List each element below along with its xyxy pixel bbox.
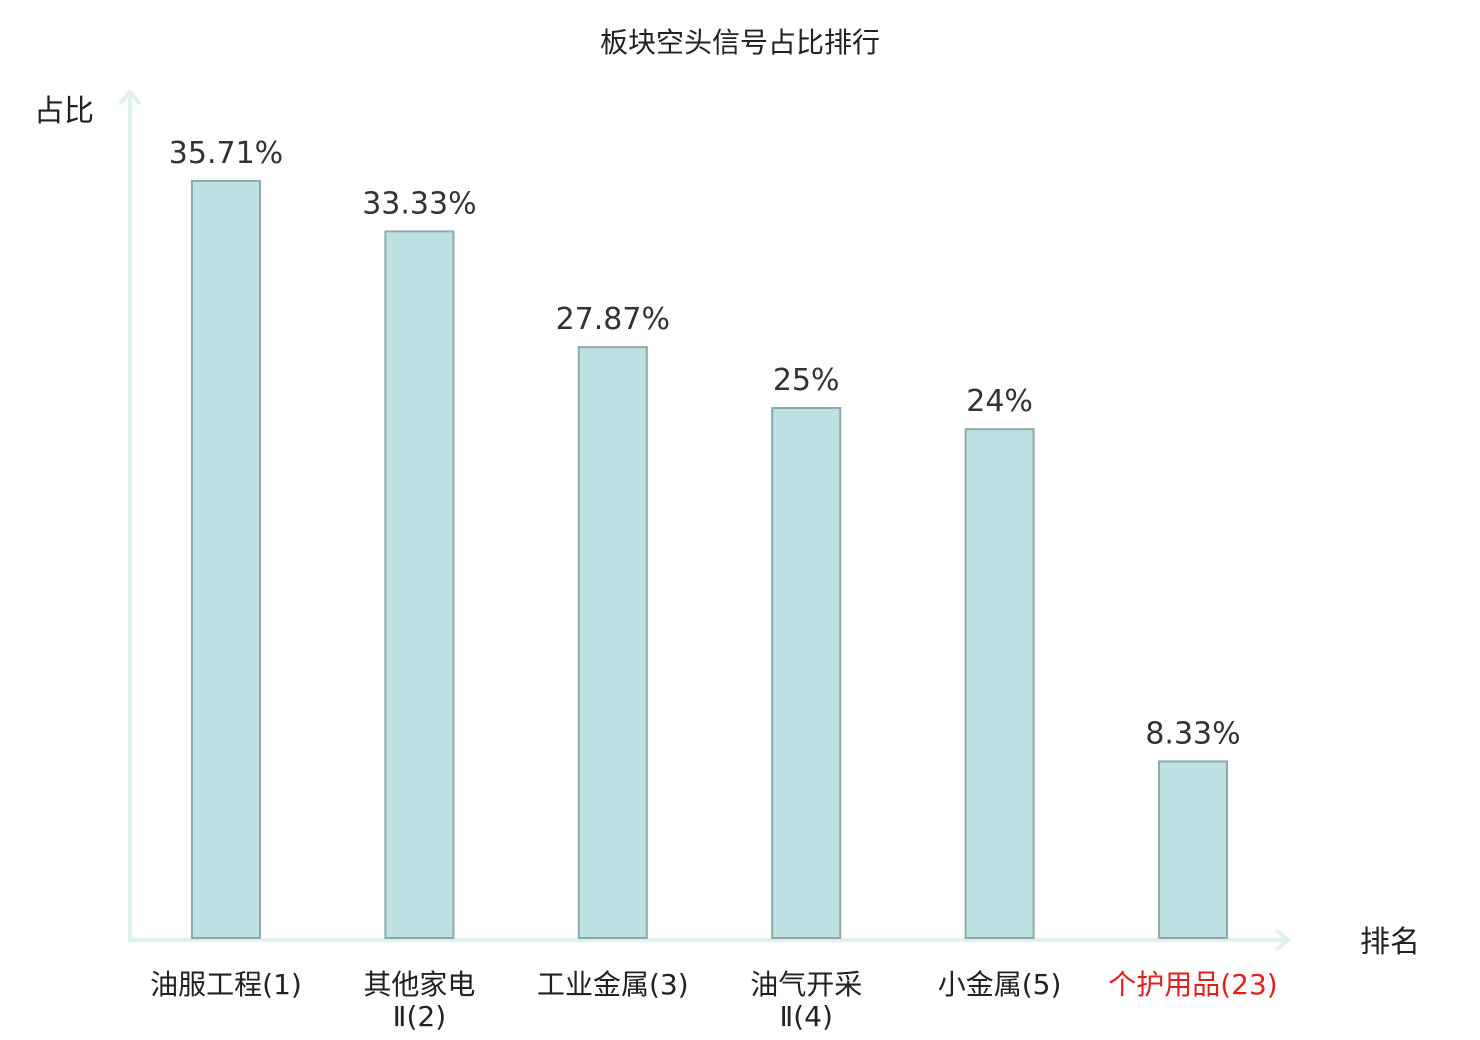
y-axis-arrow bbox=[118, 88, 142, 106]
category-label-2: 其他家电 Ⅱ(2) bbox=[363, 968, 475, 1033]
bar-4 bbox=[771, 407, 842, 939]
value-label-3: 27.87% bbox=[556, 302, 670, 337]
y-axis-label: 占比 bbox=[34, 94, 94, 129]
category-label-1: 油服工程(1) bbox=[150, 968, 302, 1001]
bars-group bbox=[191, 179, 1228, 940]
bar-1 bbox=[191, 179, 261, 939]
category-labels-group: 油服工程(1) 其他家电 Ⅱ(2) 工业金属(3) 油气开采 Ⅱ(4) 小金属(5) 个护用品… bbox=[150, 968, 1278, 1033]
chart-title: 板块空头信号占比排行 bbox=[600, 26, 880, 59]
bar-6 bbox=[1158, 760, 1228, 939]
bar-5 bbox=[964, 428, 1035, 939]
value-label-5: 24% bbox=[966, 384, 1033, 419]
category-label-6: 个护用品(23) bbox=[1108, 968, 1277, 1001]
x-axis-label: 排名 bbox=[1360, 925, 1420, 960]
bar-3 bbox=[577, 346, 648, 939]
value-label-2: 33.33% bbox=[362, 186, 476, 221]
value-label-4: 25% bbox=[773, 363, 840, 398]
category-label-4: 油气开采 Ⅱ(4) bbox=[750, 968, 862, 1033]
value-label-6: 8.33% bbox=[1145, 716, 1240, 751]
category-label-5: 小金属(5) bbox=[938, 968, 1062, 1001]
bar-2 bbox=[384, 230, 455, 940]
x-axis-arrow bbox=[1274, 928, 1292, 952]
value-labels-group: 35.71% 33.33% 27.87% 25% 24% 8.33% bbox=[169, 136, 1241, 751]
category-label-3: 工业金属(3) bbox=[537, 968, 689, 1001]
value-label-1: 35.71% bbox=[169, 136, 283, 171]
